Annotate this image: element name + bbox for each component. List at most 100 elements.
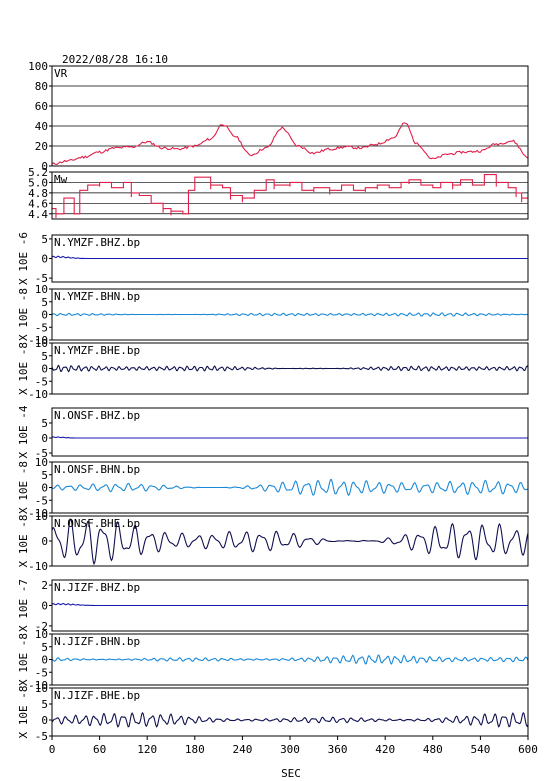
timestamp-label: 2022/08/28 16:10 [62, 53, 168, 66]
ytick-label-onsf-bhz-2: 5 [41, 417, 48, 430]
series-line-jizf-bhz [52, 602, 528, 607]
panel-frame-ymzf-bhe [51, 342, 529, 395]
ytick-label-jizf-bhn-1: -5 [35, 666, 48, 679]
ytick-label-onsf-bhe-1: 0 [41, 535, 48, 548]
xtick-label-3: 180 [185, 743, 205, 756]
scale-label-ymzf-bhn: X 10E -8 [17, 288, 30, 341]
series-line-onsf-bhe [52, 518, 528, 566]
panel-label-ymzf-bhz: N.YMZF.BHZ.bp [54, 236, 140, 249]
series-line-jizf-bhn [52, 654, 528, 665]
xtick-label-6: 360 [328, 743, 348, 756]
xtick-label-4: 240 [232, 743, 252, 756]
xtick-label-9: 540 [470, 743, 490, 756]
scale-label-jizf-bhn: X 10E -8 [17, 633, 30, 686]
panel-label-onsf-bhe: N.ONSF.BHE.bp [54, 517, 140, 530]
panel-frame-mw [51, 171, 529, 220]
ytick-label-ymzf-bhe-0: -10 [28, 388, 48, 401]
ytick-label-ymzf-bhn-3: 5 [41, 296, 48, 309]
ytick-label-onsf-bhn-3: 5 [41, 469, 48, 482]
panel-frame-vr [51, 65, 529, 167]
panel-label-ymzf-bhe: N.YMZF.BHE.bp [54, 344, 140, 357]
ytick-label-vr-3: 60 [35, 100, 48, 113]
ytick-label-onsf-bhn-0: -10 [28, 507, 48, 520]
ytick-label-mw-2: 4.8 [28, 187, 48, 200]
ytick-label-vr-1: 20 [35, 140, 48, 153]
ytick-label-jizf-bhz-0: -2 [35, 620, 48, 633]
ytick-label-ymzf-bhn-2: 0 [41, 309, 48, 322]
series-line-vr [52, 122, 528, 165]
ytick-label-ymzf-bhz-0: -5 [35, 272, 48, 285]
panel-ymzf-bhz: -5 0 5 X 10E -6 N.YMZF.BHZ.bp [17, 232, 529, 285]
scale-label-ymzf-bhz: X 10E -6 [17, 232, 30, 285]
panel-label-jizf-bhe: N.JIZF.BHE.bp [54, 689, 140, 702]
ytick-label-mw-3: 5.0 [28, 176, 48, 189]
panel-onsf-bhz: -5 0 5 X 10E -4 N.ONSF.BHZ.bp [17, 405, 529, 460]
ytick-label-jizf-bhe-0: -5 [35, 730, 48, 743]
panel-label-vr: VR [54, 67, 68, 80]
panel-ymzf-bhn: -10-505 10 X 10E -8 N.YMZF.BHN.bp [17, 283, 529, 347]
panel-frame-onsf-bhn [51, 461, 529, 514]
ytick-label-onsf-bhn-1: -5 [35, 494, 48, 507]
xtick-label-8: 480 [423, 743, 443, 756]
xtick-label-7: 420 [375, 743, 395, 756]
series-line-onsf-bhn [52, 478, 528, 497]
ytick-label-ymzf-bhe-4: 10 [35, 337, 48, 350]
series-line-jizf-bhe [52, 711, 528, 728]
ytick-label-ymzf-bhn-1: -5 [35, 321, 48, 334]
scale-label-onsf-bhe: X 10E -8 [17, 515, 30, 568]
ytick-label-onsf-bhe-0: -10 [28, 560, 48, 573]
xtick-label-2: 120 [137, 743, 157, 756]
panel-jizf-bhn: -10-505 10 X 10E -8 N.JIZF.BHN.bp [17, 628, 529, 692]
panel-frame-jizf-bhz [51, 579, 529, 632]
panel-label-ymzf-bhn: N.YMZF.BHN.bp [54, 290, 140, 303]
ytick-label-ymzf-bhz-1: 0 [41, 253, 48, 266]
series-line-ymzf-bhn [52, 312, 528, 317]
panel-frame-jizf-bhn [51, 633, 529, 686]
ytick-label-mw-1: 4.6 [28, 197, 48, 210]
ytick-label-vr-0: 0 [41, 160, 48, 173]
panel-jizf-bhe: -5 0 5 10 X 10E -8 N.JIZF.BHE.bp [17, 682, 529, 743]
scale-label-ymzf-bhe: X 10E -8 [17, 342, 30, 395]
panel-frame-onsf-bhz [51, 407, 529, 457]
panel-label-onsf-bhn: N.ONSF.BHN.bp [54, 463, 140, 476]
series-line-mw [52, 174, 528, 218]
x-axis: 0 60 120 180 240 300 360 420 480 540 600 [49, 736, 538, 756]
ytick-label-mw-4: 5.2 [28, 166, 48, 179]
ytick-label-ymzf-bhe-2: 0 [41, 363, 48, 376]
panel-vr: 0 20 40 60 80 100 VR [28, 60, 529, 173]
panel-label-jizf-bhz: N.JIZF.BHZ.bp [54, 581, 140, 594]
scale-label-jizf-bhz: X 10E -7 [17, 579, 30, 632]
series-line-ymzf-bhe [52, 364, 528, 373]
ytick-label-jizf-bhe-2: 5 [41, 698, 48, 711]
panel-frame-ymzf-bhz [51, 234, 529, 283]
ytick-label-vr-5: 100 [28, 60, 48, 73]
ytick-label-jizf-bhn-2: 0 [41, 654, 48, 667]
series-line-ymzf-bhz [52, 255, 528, 260]
ytick-label-jizf-bhn-3: 5 [41, 641, 48, 654]
ytick-label-ymzf-bhn-0: -10 [28, 334, 48, 347]
xtick-label-5: 300 [280, 743, 300, 756]
panel-frame-ymzf-bhn [51, 288, 529, 341]
x-axis-label: SEC [281, 767, 301, 780]
panel-jizf-bhz: -2 0 2 X 10E -7 N.JIZF.BHZ.bp [17, 579, 529, 633]
ytick-label-jizf-bhe-3: 10 [35, 682, 48, 695]
scale-label-jizf-bhe: X 10E -8 [17, 686, 30, 739]
xtick-label-10: 600 [518, 743, 538, 756]
panel-label-jizf-bhn: N.JIZF.BHN.bp [54, 635, 140, 648]
panel-label-mw: Mw [54, 173, 68, 186]
panel-mw: 4.44.64.85.05.2 Mw [28, 166, 529, 221]
ytick-label-ymzf-bhe-3: 5 [41, 350, 48, 363]
ytick-label-jizf-bhe-1: 0 [41, 714, 48, 727]
ytick-label-vr-2: 40 [35, 120, 48, 133]
panel-frame-onsf-bhe [51, 515, 529, 567]
ytick-label-jizf-bhz-2: 2 [41, 579, 48, 592]
ytick-label-onsf-bhz-1: 0 [41, 432, 48, 445]
ytick-label-jizf-bhn-0: -10 [28, 679, 48, 692]
xtick-label-0: 0 [49, 743, 56, 756]
scale-label-onsf-bhn: X 10E -8 [17, 461, 30, 514]
scale-label-onsf-bhz: X 10E -4 [17, 405, 30, 458]
